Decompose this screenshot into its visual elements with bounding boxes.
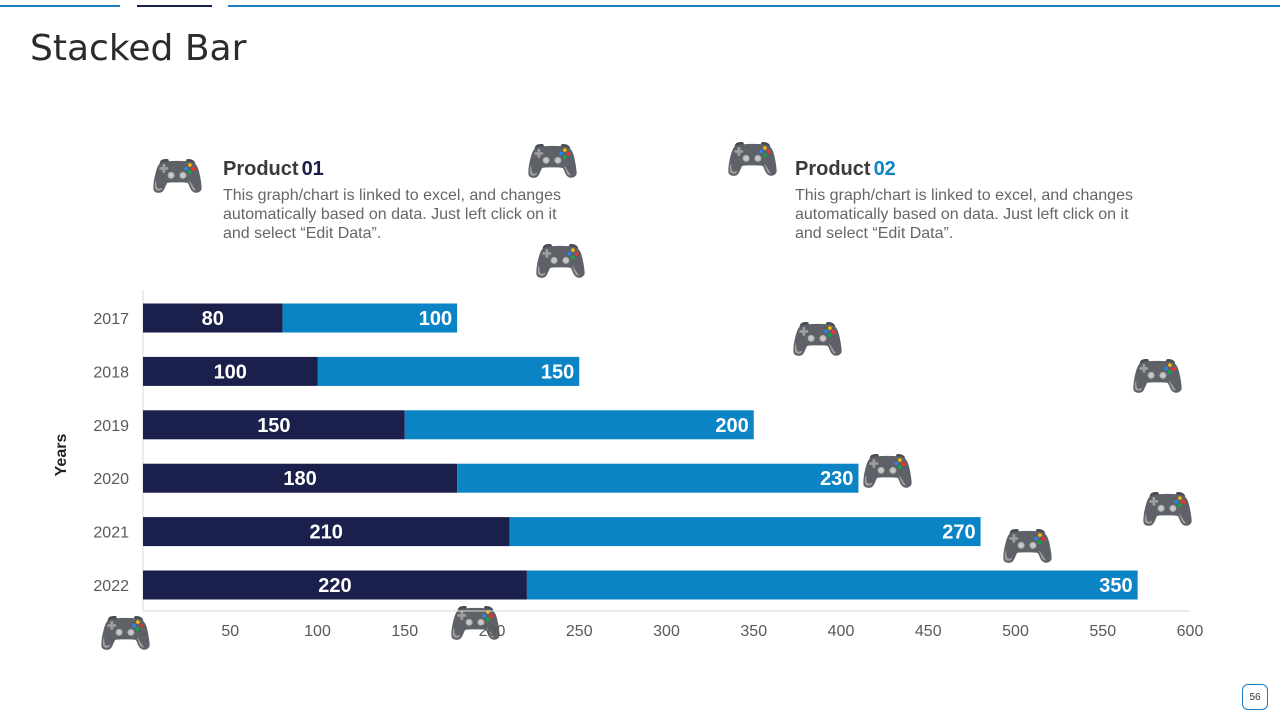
top-accent-line-right: [228, 5, 1280, 7]
bar-segment: [143, 570, 527, 600]
x-tick-label: 150: [391, 623, 418, 640]
x-tick-label: 300: [653, 623, 680, 640]
x-tick-label: 450: [915, 623, 942, 640]
legend-number: 02: [873, 158, 896, 180]
data-label: 210: [310, 522, 343, 544]
controller-watermark-icon: 🎮: [725, 135, 780, 184]
legend-heading: Product 02: [795, 158, 1140, 180]
legend-heading: Product 01: [223, 158, 568, 180]
bar-segment: [457, 463, 859, 493]
bar-segment: [282, 303, 458, 333]
x-tick-label: 350: [740, 623, 767, 640]
legend-label: Product: [223, 158, 299, 180]
data-label: 350: [1099, 575, 1132, 597]
x-tick-label: 100: [304, 623, 331, 640]
x-tick-label: 200: [479, 623, 506, 640]
controller-watermark-icon: 🎮: [1000, 522, 1055, 571]
y-tick-label: 2021: [93, 525, 129, 542]
x-tick-label: 500: [1002, 623, 1029, 640]
y-tick-label: 2017: [93, 311, 129, 328]
page-number-badge: 56: [1242, 684, 1268, 710]
x-tick-label: 400: [828, 623, 855, 640]
y-tick-label: 2022: [93, 578, 129, 595]
x-tick-label: 600: [1177, 623, 1204, 640]
data-label: 80: [202, 308, 224, 330]
data-label: 150: [541, 361, 574, 383]
legend-label: Product: [795, 158, 871, 180]
controller-watermark-icon: 🎮: [860, 447, 915, 496]
legend-description: This graph/chart is linked to excel, and…: [223, 187, 561, 242]
y-tick-label: 2018: [93, 364, 129, 381]
legend-product-01: Product 01 This graph/chart is linked to …: [223, 158, 568, 243]
controller-watermark-icon: 🎮: [1130, 352, 1185, 401]
bar-segment: [143, 410, 405, 440]
legend-product-02: Product 02 This graph/chart is linked to …: [795, 158, 1140, 243]
bar-segment: [509, 517, 981, 547]
controller-watermark-icon: 🎮: [790, 315, 845, 364]
top-accent-line-left: [0, 5, 120, 7]
x-tick-label: 0: [139, 623, 148, 640]
data-label: 100: [419, 308, 452, 330]
y-tick-label: 2019: [93, 418, 129, 435]
data-label: 150: [257, 415, 290, 437]
legend-description: This graph/chart is linked to excel, and…: [795, 187, 1133, 242]
slide-title: Stacked Bar: [30, 28, 247, 69]
controller-watermark-icon: 🎮: [98, 609, 153, 658]
controller-watermark-icon: 🎮: [533, 237, 588, 286]
bar-segment: [404, 410, 754, 440]
controller-watermark-icon: 🎮: [1140, 485, 1195, 534]
legend-number: 01: [301, 158, 324, 180]
controller-watermark-icon: 🎮: [448, 599, 503, 648]
x-tick-label: 50: [221, 623, 239, 640]
bar-segment: [526, 570, 1138, 600]
data-label: 100: [214, 361, 247, 383]
bar-segment: [143, 356, 318, 386]
controller-watermark-icon: 🎮: [525, 137, 580, 186]
y-tick-label: 2020: [93, 471, 129, 488]
x-tick-label: 550: [1089, 623, 1116, 640]
data-label: 200: [715, 415, 748, 437]
data-label: 180: [283, 468, 316, 490]
controller-watermark-icon: 🎮: [150, 152, 205, 201]
bar-segment: [317, 356, 580, 386]
bar-segment: [143, 303, 283, 333]
y-axis-title: Years: [53, 434, 70, 477]
bar-segment: [143, 463, 458, 493]
data-label: 270: [942, 522, 975, 544]
data-label: 220: [318, 575, 351, 597]
x-tick-label: 250: [566, 623, 593, 640]
bar-segment: [143, 517, 510, 547]
top-accent-line-center: [137, 5, 212, 7]
data-label: 230: [820, 468, 853, 490]
